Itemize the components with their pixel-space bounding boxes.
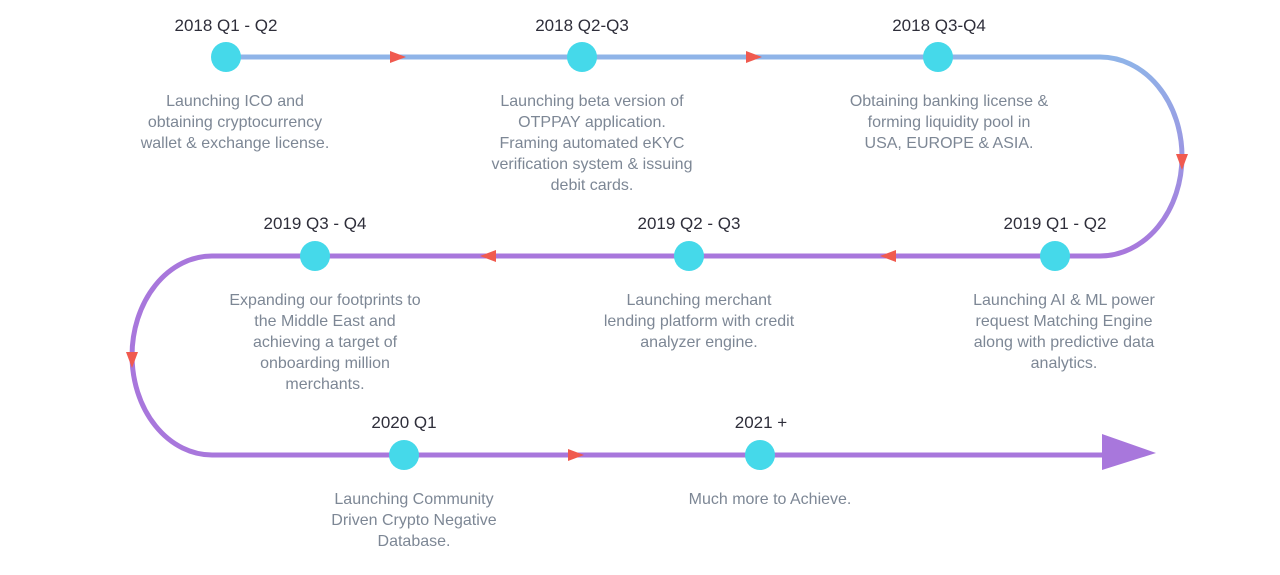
milestone-dot xyxy=(1040,241,1070,271)
milestone-dot xyxy=(745,440,775,470)
description-line: Driven Crypto Negative xyxy=(331,512,497,529)
description-line: Framing automated eKYC xyxy=(499,135,685,152)
description-line: Launching beta version of xyxy=(500,93,684,110)
milestone-description: Obtaining banking license & forming liqu… xyxy=(819,91,1079,154)
description-line: debit cards. xyxy=(550,177,634,194)
milestone-title: 2019 Q3 - Q4 xyxy=(263,214,367,233)
milestone-description: Launching beta version of OTPPAY applica… xyxy=(462,91,722,196)
milestone-title: 2019 Q2 - Q3 xyxy=(637,214,741,233)
milestone-title: 2021 + xyxy=(734,413,788,432)
direction-arrow-icon xyxy=(480,250,496,262)
description-line: Launching Community xyxy=(334,491,494,508)
description-line: lending platform with credit xyxy=(603,313,795,330)
milestone-description: Launching AI & ML power request Matching… xyxy=(934,290,1194,374)
milestone-description: Launching merchant lending platform with… xyxy=(569,290,829,353)
milestone-description: Launching Community Driven Crypto Negati… xyxy=(284,489,544,552)
direction-arrow-icon xyxy=(880,250,896,262)
description-line: Much more to Achieve. xyxy=(688,491,852,508)
milestone-description: Much more to Achieve. xyxy=(640,489,900,510)
description-line: obtaining cryptocurrency xyxy=(147,114,323,131)
end-arrowhead xyxy=(1102,434,1156,470)
description-line: Launching ICO and xyxy=(166,93,304,110)
direction-arrow-icon xyxy=(1176,154,1188,170)
milestone-dot xyxy=(300,241,330,271)
description-line: achieving a target of xyxy=(252,334,398,351)
description-line: the Middle East and xyxy=(254,313,396,330)
milestone-title: 2018 Q3-Q4 xyxy=(892,16,986,35)
description-line: USA, EUROPE & ASIA. xyxy=(864,135,1034,152)
description-line: Launching AI & ML power xyxy=(973,292,1155,309)
milestone-title: 2019 Q1 - Q2 xyxy=(1003,214,1107,233)
description-line: Database. xyxy=(377,533,451,550)
milestone-dot xyxy=(674,241,704,271)
description-line: Launching merchant xyxy=(626,292,772,309)
direction-arrow-icon xyxy=(390,51,406,63)
description-line: Obtaining banking license & xyxy=(849,93,1049,110)
description-line: verification system & issuing xyxy=(491,156,693,173)
description-line: onboarding million xyxy=(260,355,390,372)
description-line: OTPPAY application. xyxy=(518,114,666,131)
direction-arrow-icon xyxy=(126,352,138,368)
direction-arrow-icon xyxy=(568,449,584,461)
milestone-title: 2018 Q1 - Q2 xyxy=(174,16,278,35)
description-line: forming liquidity pool in xyxy=(867,114,1031,131)
milestone-dot xyxy=(923,42,953,72)
milestone-description: Expanding our footprints to the Middle E… xyxy=(195,290,455,395)
direction-arrow-icon xyxy=(746,51,762,63)
description-line: request Matching Engine xyxy=(975,313,1153,330)
milestone-title: 2020 Q1 xyxy=(371,413,437,432)
milestone-title: 2018 Q2-Q3 xyxy=(535,16,629,35)
milestone-dot xyxy=(567,42,597,72)
milestone-dot xyxy=(389,440,419,470)
description-line: wallet & exchange license. xyxy=(140,135,330,152)
milestone-description: Launching ICO and obtaining cryptocurren… xyxy=(105,91,365,154)
description-line: along with predictive data xyxy=(973,334,1155,351)
milestone-dot xyxy=(211,42,241,72)
description-line: Expanding our footprints to xyxy=(229,292,421,309)
description-line: analytics. xyxy=(1030,355,1098,372)
description-line: analyzer engine. xyxy=(640,334,758,351)
description-line: merchants. xyxy=(285,376,365,393)
